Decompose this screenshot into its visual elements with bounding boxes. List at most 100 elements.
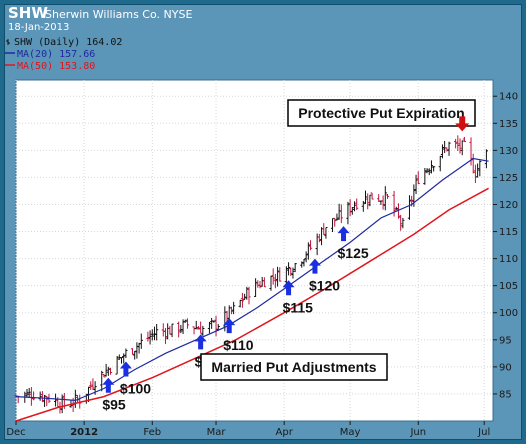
y-tick-label: 90	[499, 362, 512, 373]
ohlc-bar	[401, 217, 405, 229]
ohlc-bar	[199, 321, 203, 334]
up-arrow-icon	[223, 318, 236, 334]
ohlc-bar	[183, 319, 187, 323]
up-arrow-icon	[282, 280, 295, 296]
ohlc-bar	[247, 286, 251, 305]
ohlc-bar	[240, 292, 245, 308]
x-axis: Dec 2012 Feb Mar Apr May Jun Jul	[6, 421, 490, 438]
ohlc-bar	[146, 331, 150, 342]
ohlc-bar	[304, 251, 308, 263]
y-tick-label: 135	[499, 119, 518, 130]
ohlc-bar	[423, 168, 427, 185]
strike-label: $110	[223, 337, 254, 353]
ohlc-bar	[133, 350, 137, 360]
protective-put-callout: Protective Put Expiration	[287, 99, 476, 127]
x-tick-label: Apr	[276, 427, 294, 438]
ohlc-bar	[243, 293, 247, 300]
y-tick-label: 140	[499, 92, 518, 103]
ohlc-bar	[31, 391, 36, 401]
ohlc-bar	[185, 318, 190, 329]
married-put-label: Married Put Adjustments	[211, 359, 376, 375]
ohlc-bar	[308, 240, 313, 251]
ohlc-bar	[25, 388, 29, 398]
ohlc-bar	[427, 168, 431, 176]
ohlc-bar	[445, 147, 449, 152]
protective-put-label: Protective Put Expiration	[298, 105, 464, 121]
ohlc-bar	[194, 320, 198, 330]
ohlc-bar	[130, 348, 135, 355]
married-put-callout: Married Put Adjustments	[200, 353, 388, 381]
ohlc-bar	[278, 267, 282, 282]
ohlc-bar	[273, 273, 277, 289]
ohlc-bar	[438, 155, 442, 172]
ohlc-bar	[381, 195, 385, 210]
strike-label: $100	[120, 380, 151, 396]
ohlc-bar	[148, 330, 152, 345]
price-legend-icon	[6, 39, 10, 45]
y-tick-label: 95	[499, 335, 512, 346]
ohlc-bar	[414, 174, 418, 194]
ma50-legend: MA(50) 153.80	[17, 61, 95, 72]
ohlc-bar	[416, 171, 420, 185]
ohlc-bar	[302, 259, 306, 267]
ma20-legend: MA(20) 157.66	[17, 49, 95, 60]
ohlc-bar	[245, 286, 249, 300]
ohlc-bar	[214, 315, 218, 337]
ohlc-bar	[322, 223, 326, 235]
ohlc-bar	[291, 267, 295, 279]
ohlc-bar	[60, 394, 64, 414]
ohlc-bar	[460, 140, 464, 156]
ohlc-bar	[368, 194, 372, 207]
ohlc-bar	[150, 329, 154, 341]
ohlc-bar	[333, 217, 337, 227]
ohlc-bar	[447, 141, 451, 156]
x-tick-label: May	[340, 427, 361, 438]
ohlc-bar	[454, 138, 458, 149]
strike-annotation: $120	[308, 258, 340, 294]
ohlc-bar	[275, 266, 280, 287]
company-name: Sherwin Williams Co. NYSE	[45, 8, 192, 21]
strike-label: $120	[309, 278, 340, 294]
ohlc-bar	[163, 327, 168, 345]
ohlc-bar	[383, 186, 387, 211]
ohlc-bar	[335, 213, 339, 221]
ma20-line	[15, 157, 489, 402]
price-bars	[14, 135, 489, 414]
x-tick-label: Mar	[207, 427, 227, 438]
ohlc-bar	[207, 321, 212, 334]
x-tick-label: Feb	[143, 427, 161, 438]
x-tick-label: Dec	[6, 427, 25, 438]
ohlc-bar	[139, 333, 143, 349]
ohlc-bar	[91, 378, 95, 390]
up-arrow-icon	[102, 377, 115, 393]
ohlc-bar	[317, 233, 321, 243]
x-tick-label: Jul	[477, 427, 490, 438]
ohlc-bar	[396, 203, 401, 219]
chart-date: 18-Jan-2013	[8, 22, 69, 33]
ohlc-bar	[456, 135, 460, 151]
strike-annotation: $100	[119, 361, 151, 396]
ohlc-bar	[440, 144, 445, 159]
ohlc-bar	[122, 353, 126, 364]
ohlc-bar	[100, 370, 104, 392]
ohlc-bar	[425, 168, 429, 174]
ohlc-bar	[196, 325, 201, 330]
ohlc-bar	[346, 201, 350, 225]
ohlc-bar	[286, 262, 291, 276]
ohlc-bar	[269, 275, 273, 291]
ohlc-bar	[229, 306, 234, 315]
ohlc-bar	[27, 387, 31, 398]
expiry-arrow-icon	[455, 116, 470, 132]
ohlc-bar	[385, 193, 390, 199]
ohlc-bar	[106, 366, 110, 376]
ohlc-bar	[462, 136, 467, 142]
up-arrow-icon	[194, 334, 207, 350]
ohlc-bar	[407, 195, 412, 220]
ohlc-bar	[212, 320, 216, 323]
ohlc-bar	[432, 166, 436, 172]
strike-label: $125	[338, 245, 369, 261]
up-arrow-icon	[308, 258, 321, 274]
ohlc-bar	[478, 160, 482, 177]
ohlc-bar	[38, 391, 42, 401]
